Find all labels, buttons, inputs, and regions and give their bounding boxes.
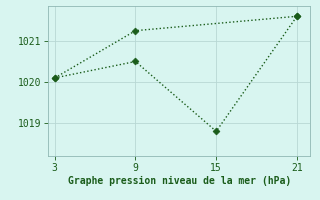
X-axis label: Graphe pression niveau de la mer (hPa): Graphe pression niveau de la mer (hPa) [68,176,291,186]
